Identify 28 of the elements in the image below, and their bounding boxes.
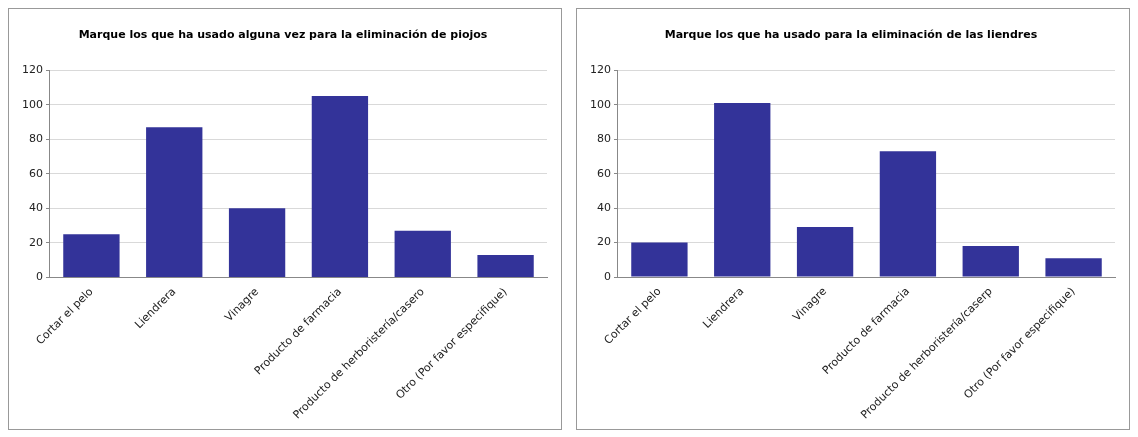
y-tick-label: 20 (29, 235, 43, 249)
y-tick-label: 0 (604, 269, 611, 283)
y-tick-label: 40 (29, 201, 43, 215)
y-tick-label: 60 (29, 166, 43, 180)
bar (394, 230, 451, 277)
bar (631, 242, 688, 277)
chart-title: Marque los que ha usado alguna vez para la eliminación de piojos (78, 28, 488, 42)
bar (879, 151, 937, 277)
y-tick-label: 80 (597, 132, 611, 146)
bar (796, 227, 854, 277)
y-tick-label: 20 (597, 235, 611, 249)
bar (311, 96, 369, 277)
bar (962, 246, 1019, 277)
bar (714, 102, 771, 277)
bar (146, 127, 203, 277)
y-tick-label: 100 (22, 97, 43, 111)
y-tick-label: 0 (36, 270, 43, 284)
y-tick-label: 60 (597, 166, 611, 180)
bar (1045, 258, 1102, 277)
chart-title: Marque los que ha usado para la eliminación de las liendres (664, 28, 1038, 42)
y-tick-label: 120 (590, 63, 611, 77)
y-tick-label: 120 (22, 63, 43, 77)
bar (477, 254, 534, 277)
bar (228, 208, 286, 277)
y-tick-label: 100 (590, 97, 611, 111)
y-tick-label: 80 (29, 132, 43, 146)
bar (63, 234, 120, 277)
y-tick-label: 40 (597, 200, 611, 214)
